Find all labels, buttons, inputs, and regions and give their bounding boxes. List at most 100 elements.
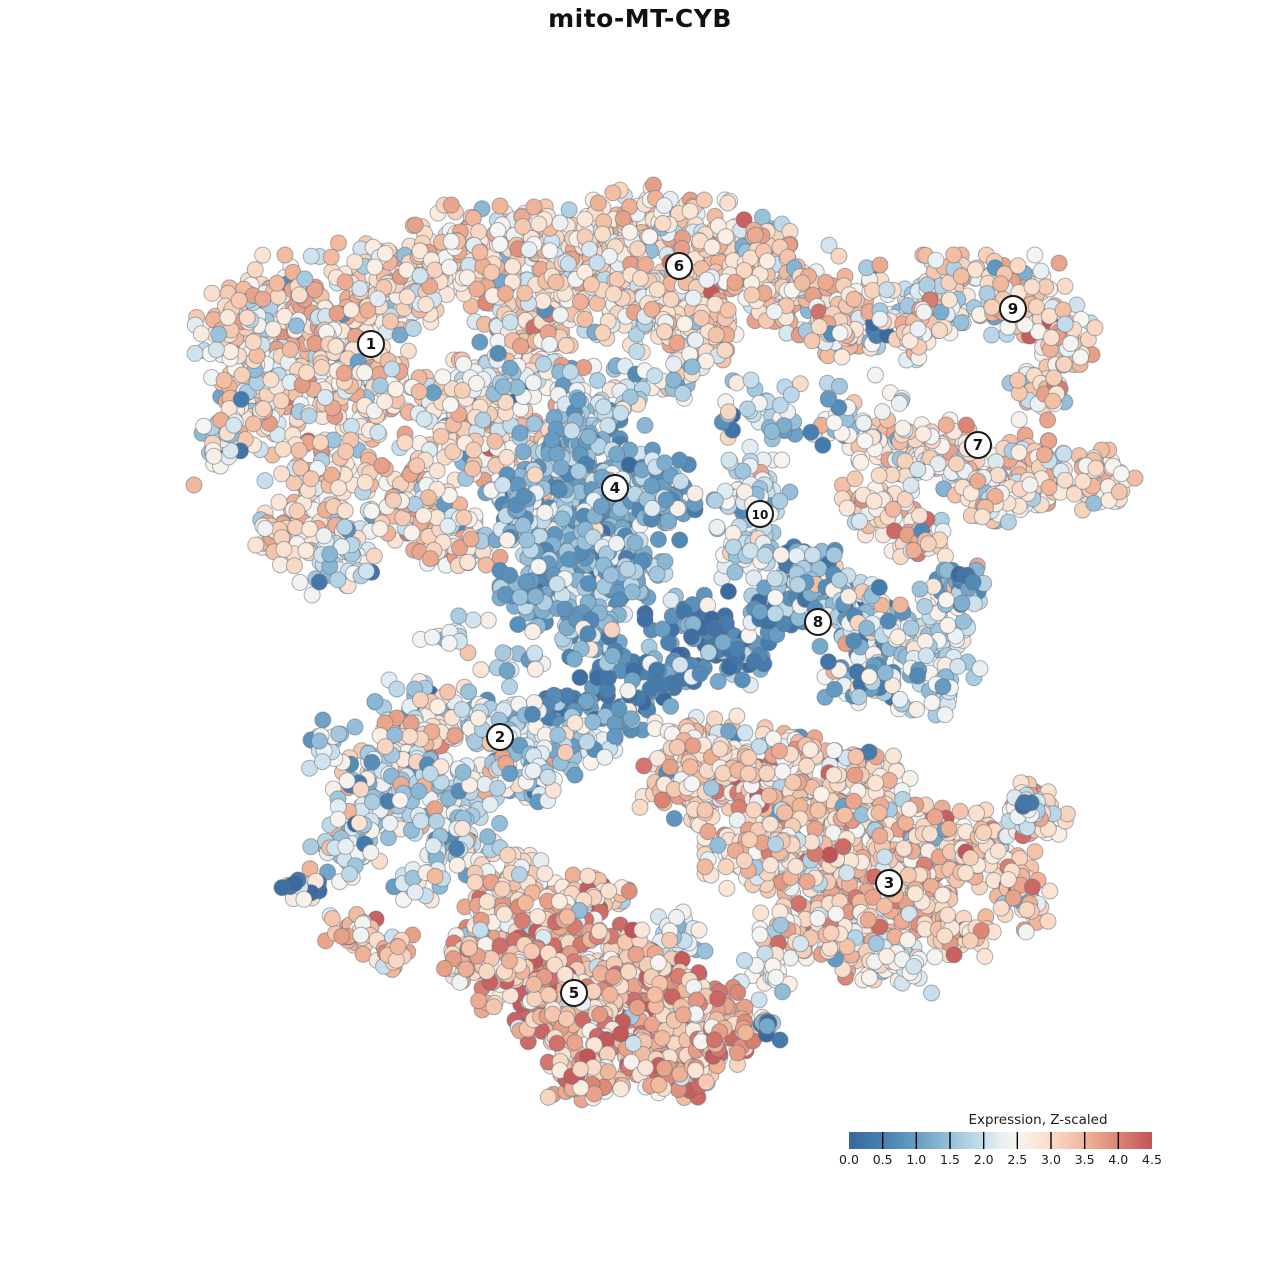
- data-point: [337, 442, 355, 460]
- data-point: [917, 647, 935, 665]
- data-point: [403, 524, 421, 542]
- data-point: [356, 364, 374, 382]
- data-point: [927, 251, 945, 269]
- data-point: [363, 502, 381, 520]
- data-point: [746, 226, 764, 244]
- data-point: [742, 371, 760, 389]
- data-point: [210, 325, 228, 343]
- data-point: [383, 360, 401, 378]
- data-point: [629, 240, 647, 258]
- data-point: [866, 366, 884, 384]
- data-point: [366, 258, 384, 276]
- data-point: [508, 378, 526, 396]
- data-point: [335, 364, 353, 382]
- data-point: [703, 238, 721, 256]
- data-point: [782, 386, 800, 404]
- data-point: [526, 660, 544, 678]
- data-point: [739, 400, 756, 418]
- data-point: [612, 404, 630, 422]
- data-point: [486, 432, 504, 450]
- data-point: [498, 531, 516, 549]
- data-point: [491, 235, 509, 253]
- data-point: [656, 323, 673, 341]
- data-point: [497, 285, 514, 303]
- data-point: [1056, 315, 1074, 333]
- data-point: [1086, 319, 1104, 337]
- data-point: [244, 415, 262, 433]
- data-point: [765, 303, 783, 321]
- data-point: [238, 309, 256, 327]
- data-point: [288, 317, 305, 335]
- data-point: [292, 459, 310, 477]
- data-point: [275, 540, 293, 558]
- data-point: [494, 378, 512, 396]
- data-point: [670, 451, 688, 469]
- data-point: [301, 520, 319, 538]
- data-point: [273, 465, 291, 483]
- data-point: [232, 390, 250, 408]
- data-point: [382, 312, 399, 330]
- data-point: [589, 194, 607, 212]
- data-point: [410, 383, 428, 401]
- data-point: [494, 476, 512, 494]
- data-point: [489, 344, 507, 362]
- data-point: [793, 274, 811, 292]
- data-point: [552, 459, 570, 477]
- data-point: [850, 688, 868, 706]
- data-point: [957, 416, 975, 434]
- data-point: [1056, 277, 1074, 295]
- data-point: [751, 603, 769, 620]
- data-point: [719, 301, 737, 319]
- data-point: [203, 284, 221, 302]
- data-point: [643, 477, 661, 495]
- data-point: [876, 664, 894, 682]
- data-point: [526, 466, 544, 484]
- data-point: [594, 398, 612, 416]
- data-point: [698, 271, 716, 289]
- data-point: [891, 690, 909, 708]
- data-point: [720, 403, 737, 421]
- data-point: [205, 447, 223, 465]
- data-point: [733, 671, 751, 689]
- data-point: [498, 662, 516, 680]
- data-point: [636, 416, 654, 434]
- data-point: [622, 710, 640, 728]
- data-point: [695, 191, 713, 209]
- data-point: [359, 301, 377, 319]
- data-point: [989, 466, 1007, 484]
- data-point: [600, 669, 617, 687]
- data-point: [1026, 246, 1044, 264]
- data-point: [758, 252, 776, 270]
- data-point: [256, 520, 274, 537]
- data-point: [649, 531, 667, 548]
- data-point: [884, 500, 902, 518]
- data-point: [230, 291, 248, 309]
- data-point: [514, 443, 532, 461]
- data-point: [684, 289, 702, 307]
- data-point: [192, 325, 210, 343]
- data-point: [870, 467, 888, 484]
- data-point: [321, 545, 339, 563]
- data-point: [417, 296, 435, 313]
- data-point: [890, 394, 908, 412]
- data-point: [297, 542, 315, 560]
- data-point: [1021, 476, 1039, 494]
- data-point: [706, 492, 724, 509]
- data-point: [999, 513, 1017, 531]
- data-point: [511, 588, 529, 606]
- data-point: [648, 565, 666, 583]
- data-point: [514, 516, 532, 534]
- data-point: [514, 218, 532, 235]
- data-point: [971, 660, 989, 678]
- data-point: [225, 416, 243, 434]
- data-point: [681, 202, 699, 220]
- data-point: [541, 335, 558, 353]
- data-point: [547, 273, 565, 291]
- data-point: [520, 241, 538, 259]
- data-point: [571, 669, 589, 686]
- data-point: [254, 290, 272, 308]
- data-point: [672, 473, 690, 490]
- data-point: [909, 320, 927, 338]
- data-point: [290, 286, 308, 304]
